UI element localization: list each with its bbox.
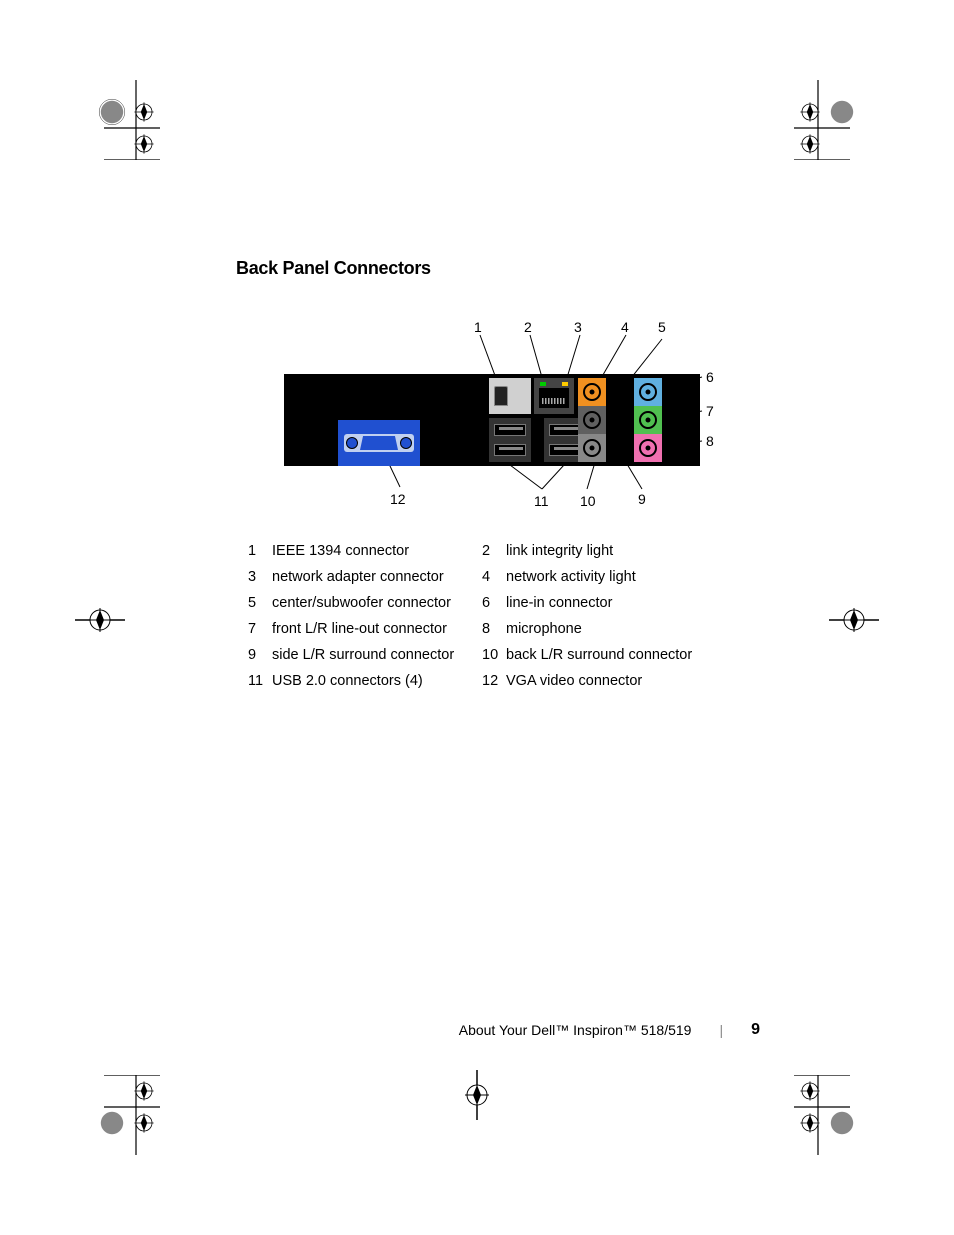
legend-num: 3 [248,569,272,585]
section-heading: Back Panel Connectors [236,258,756,279]
legend-num: 10 [482,647,506,663]
vga-connector [360,436,398,450]
callout-1: 1 [474,319,482,335]
reg-mark-icon [80,80,160,160]
reg-mark-icon [794,1075,874,1155]
legend-desc: center/subwoofer connector [272,595,482,611]
callout-11: 11 [534,493,549,509]
legend-num: 12 [482,673,506,689]
legend-desc: network adapter connector [272,569,482,585]
legend-num: 5 [248,595,272,611]
footer-separator: | [719,1022,723,1038]
legend-desc: back L/R surround connector [506,647,716,663]
legend-num: 7 [248,621,272,637]
legend-num: 6 [482,595,506,611]
rj45-pins [542,398,566,404]
callout-12: 12 [390,491,406,507]
usb-block-left [489,418,531,462]
legend-desc: link integrity light [506,543,716,559]
reg-mark-icon [814,580,894,660]
panel-body [284,374,700,466]
callout-6: 6 [706,369,714,385]
legend-desc: line-in connector [506,595,716,611]
legend-desc: front L/R line-out connector [272,621,482,637]
footer-text: About Your Dell™ Inspiron™ 518/519 [459,1022,692,1038]
legend-desc: IEEE 1394 connector [272,543,482,559]
activity-led [562,382,568,386]
firewire-port [494,386,508,406]
back-panel-diagram: 1 2 3 4 5 6 7 8 12 11 10 9 [284,319,764,519]
legend-num: 4 [482,569,506,585]
page-footer: About Your Dell™ Inspiron™ 518/519 | 9 [459,1021,760,1039]
reg-mark-icon [80,1075,160,1155]
callout-7: 7 [706,403,714,419]
legend-num: 11 [248,673,272,689]
legend-desc: USB 2.0 connectors (4) [272,673,482,689]
reg-mark-icon [60,580,140,660]
callout-9: 9 [638,491,646,507]
audio-jack-grid [578,378,662,462]
callout-3: 3 [574,319,582,335]
callout-4: 4 [621,319,629,335]
legend-num: 1 [248,543,272,559]
legend-desc: network activity light [506,569,716,585]
page-number: 9 [751,1021,760,1039]
legend-num: 2 [482,543,506,559]
legend-desc: microphone [506,621,716,637]
legend-num: 9 [248,647,272,663]
callout-5: 5 [658,319,666,335]
link-led [540,382,546,386]
callout-2: 2 [524,319,532,335]
callout-10: 10 [580,493,596,509]
legend-table: 1 IEEE 1394 connector 2 link integrity l… [248,543,756,689]
legend-desc: side L/R surround connector [272,647,482,663]
reg-mark-icon [437,1055,517,1135]
reg-mark-icon [794,80,874,160]
legend-num: 8 [482,621,506,637]
callout-8: 8 [706,433,714,449]
legend-desc: VGA video connector [506,673,716,689]
